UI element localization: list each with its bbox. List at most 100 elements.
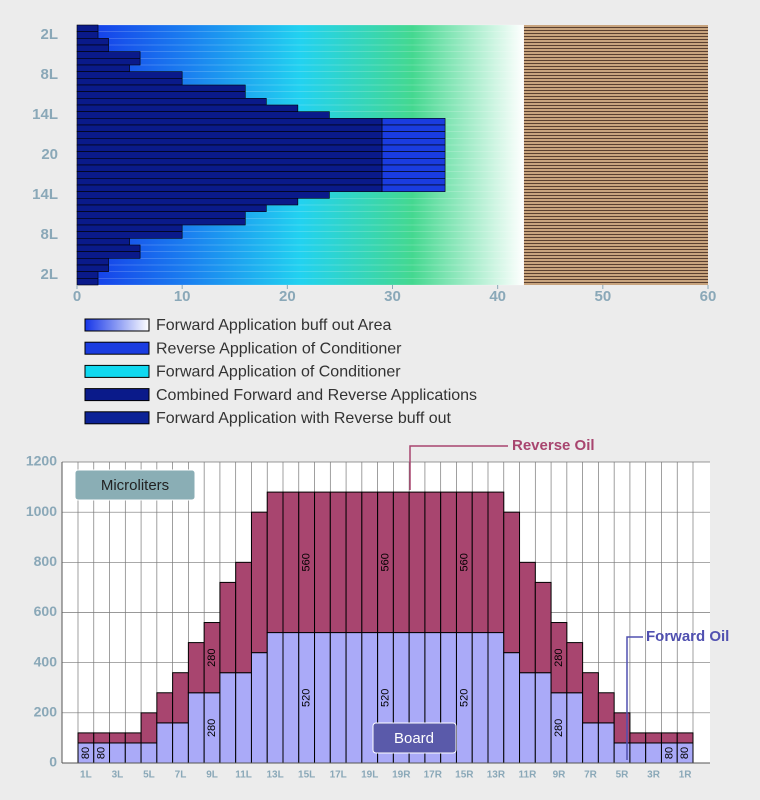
combined-segment <box>76 131 383 139</box>
combined-segment <box>76 124 383 132</box>
combined-segment <box>76 24 99 32</box>
x-tick-label: 19R <box>392 770 411 781</box>
x-tick-label: 13L <box>266 770 283 781</box>
reverse-segment <box>381 124 446 132</box>
legend-label: Forward Application of Conditioner <box>156 364 401 381</box>
reverse-segment <box>381 131 446 139</box>
y-tick-label: 14L <box>32 186 58 203</box>
y-tick-label: 20 <box>41 146 58 163</box>
y-tick-label: 2L <box>40 26 58 43</box>
legend-swatch <box>84 364 150 378</box>
bar-segment <box>314 491 331 634</box>
value-label: 520 <box>379 689 391 707</box>
bar-segment <box>77 732 95 744</box>
value-label: 80 <box>663 747 675 759</box>
x-axis-label: Board <box>394 730 434 747</box>
bar-segment <box>582 722 599 764</box>
combined-segment <box>76 258 109 266</box>
y-tick-label: 14L <box>32 106 58 123</box>
combined-segment <box>76 64 130 72</box>
y-tick-label: 200 <box>34 704 58 720</box>
reverse-segment <box>381 178 446 186</box>
combined-segment <box>76 158 383 166</box>
combined-segment <box>76 118 383 126</box>
combined-segment <box>76 78 183 86</box>
x-tick-label: 9R <box>553 770 567 781</box>
bar-segment <box>361 491 379 634</box>
bar-segment <box>566 642 584 694</box>
value-label: 520 <box>301 689 313 707</box>
bar-segment <box>314 632 331 764</box>
value-label: 560 <box>301 553 313 571</box>
bar-segment <box>660 732 678 744</box>
bar-segment <box>487 491 505 634</box>
y-tick-label: 1200 <box>26 453 57 469</box>
combined-segment <box>76 238 130 246</box>
x-tick-label: 3R <box>647 770 661 781</box>
x-tick-label: 19L <box>361 770 378 781</box>
bar-segment <box>187 692 205 764</box>
combined-segment <box>76 44 109 52</box>
bar-segment <box>566 692 584 764</box>
bar-segment <box>156 692 174 724</box>
callout-line <box>626 636 643 760</box>
x-tick-label: 60 <box>700 288 717 305</box>
combined-segment <box>76 244 141 252</box>
bar-segment <box>345 491 363 634</box>
x-tick-label: 11L <box>235 770 252 781</box>
y-axis-label: Microliters <box>101 477 169 494</box>
callout-line <box>409 445 508 490</box>
reverse-segment <box>381 138 446 146</box>
x-tick-label: 15R <box>455 770 474 781</box>
x-tick-label: 15L <box>298 770 315 781</box>
value-label: 80 <box>96 747 108 759</box>
bar-segment <box>440 491 457 634</box>
x-tick-label: 7L <box>175 770 187 781</box>
reverse-segment <box>381 144 446 152</box>
bar-segment <box>250 652 268 764</box>
bar-segment <box>109 742 126 764</box>
legend-label: Forward Application with Reverse buff ou… <box>156 410 452 427</box>
bar-segment <box>534 581 552 674</box>
bar-segment <box>629 732 647 744</box>
lane-dry <box>523 25 708 285</box>
bar-segment <box>487 632 505 764</box>
bar-segment <box>140 742 158 764</box>
xlabel-box <box>372 722 457 754</box>
value-label: 280 <box>553 648 565 666</box>
reverse-segment <box>381 118 446 126</box>
callout: Reverse Oil <box>512 437 595 454</box>
y-tick-label: 0 <box>49 754 57 770</box>
combined-segment <box>76 271 99 279</box>
bar-segment <box>676 732 694 744</box>
bar-segment <box>156 722 174 764</box>
value-label: 280 <box>206 719 218 737</box>
bar-segment <box>345 632 363 764</box>
bar-segment <box>329 491 347 634</box>
bar-segment <box>503 652 521 764</box>
x-tick-label: 9L <box>206 770 218 781</box>
bar-segment <box>503 511 521 654</box>
bar-segment <box>282 491 300 634</box>
legend-label: Forward Application buff out Area <box>156 317 392 334</box>
ylabel-box <box>74 469 196 501</box>
value-label: 560 <box>379 553 391 571</box>
x-tick-label: 17L <box>330 770 347 781</box>
bar-segment <box>629 742 647 764</box>
y-tick-label: 600 <box>34 603 58 619</box>
x-tick-label: 3L <box>112 770 124 781</box>
x-tick-label: 50 <box>594 288 611 305</box>
value-label: 280 <box>206 648 218 666</box>
legend-swatch <box>84 388 150 402</box>
x-tick-label: 5R <box>616 770 630 781</box>
legend-label: Combined Forward and Reverse Application… <box>156 387 477 404</box>
bar-segment <box>519 672 536 764</box>
y-tick-label: 800 <box>34 553 58 569</box>
bar-segment <box>172 672 189 724</box>
combined-segment <box>76 224 183 232</box>
y-tick-label: 8L <box>40 66 58 83</box>
y-tick-label: 400 <box>34 653 58 669</box>
combined-segment <box>76 218 246 226</box>
